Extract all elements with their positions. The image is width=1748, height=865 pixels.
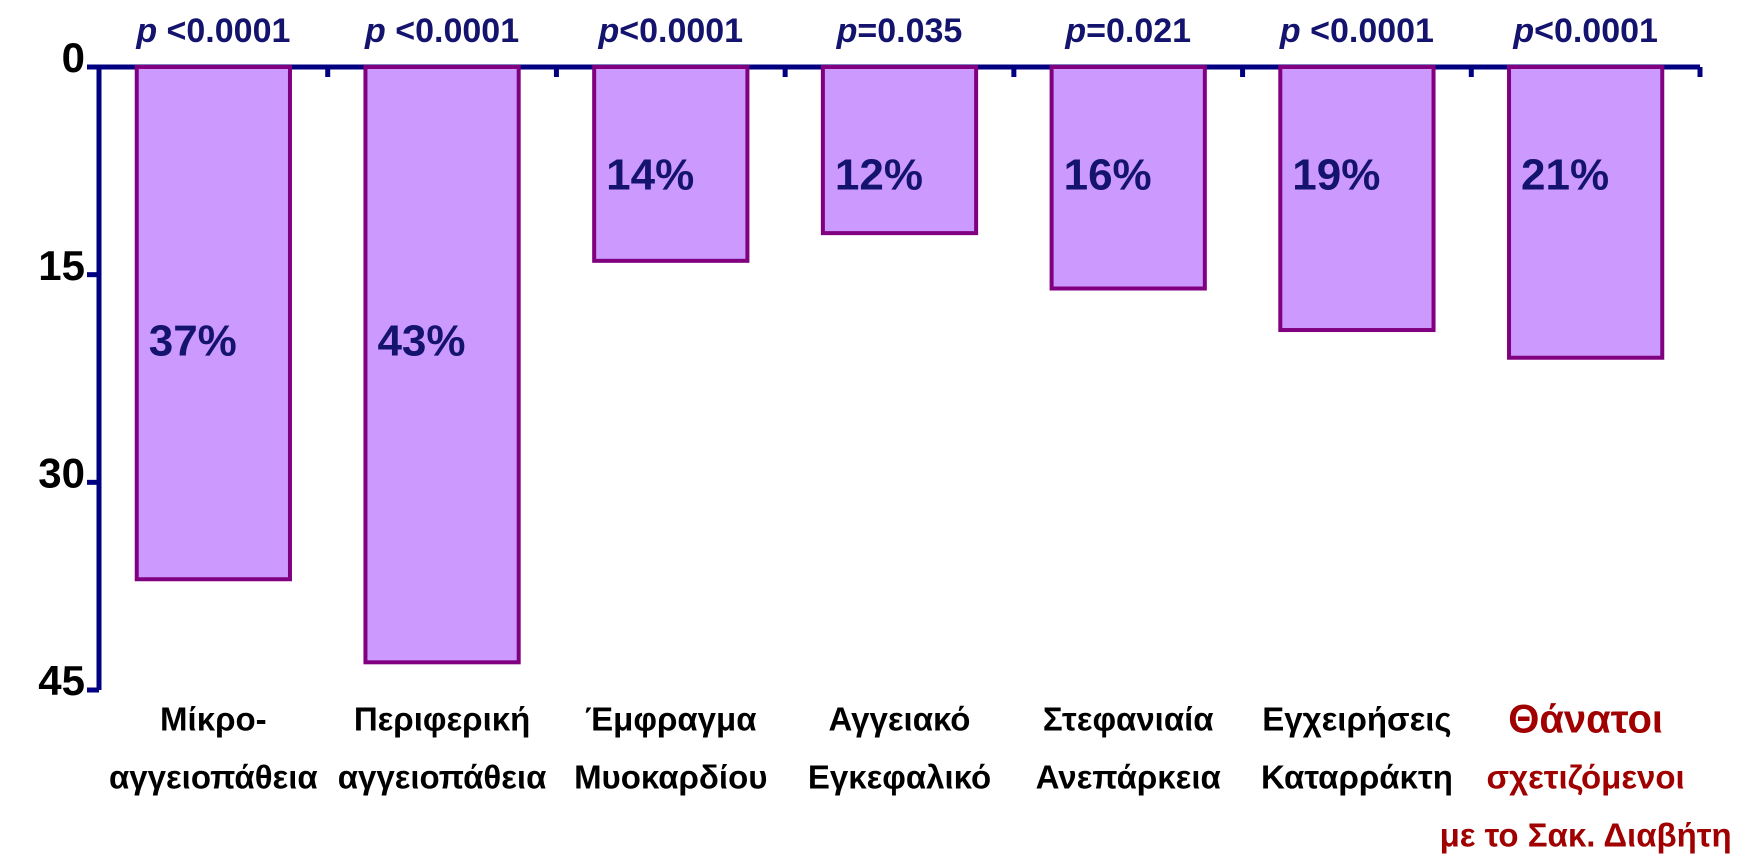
annotation-text: =0.021: [1086, 12, 1191, 50]
annotation-symbol: p: [364, 12, 386, 50]
annotation: p <0.0001: [1279, 12, 1434, 50]
y-tick-label: 30: [38, 449, 85, 496]
bar: [134, 65, 292, 582]
y-tick-label: 15: [38, 242, 85, 289]
value-label: 14%: [606, 150, 694, 199]
x-tick-label: Περιφερική: [354, 701, 531, 738]
annotation-symbol: p: [836, 12, 858, 50]
x-tick-label: με το Σακ. Διαβήτη: [1440, 817, 1732, 854]
x-tick-label: Εγχειρήσεις: [1262, 701, 1451, 738]
annotation-symbol: p: [135, 12, 157, 50]
value-label: 16%: [1064, 150, 1152, 199]
y-tick-label: 0: [62, 34, 85, 81]
annotation-symbol: p: [1064, 12, 1086, 50]
annotation-text: <0.0001: [1301, 12, 1434, 50]
bar: [1049, 65, 1207, 291]
x-tick-label: Θάνατοι: [1508, 698, 1663, 742]
x-tick-label: Μίκρο-: [160, 701, 267, 738]
annotation: p <0.0001: [135, 12, 290, 50]
x-tick-label: Μυοκαρδίου: [574, 759, 767, 796]
value-label: 21%: [1521, 150, 1609, 199]
x-tick-label: Ανεπάρκεια: [1036, 759, 1221, 796]
value-label: 19%: [1292, 150, 1380, 199]
annotation-text: =0.035: [857, 12, 962, 50]
x-tick-label: αγγειοπάθεια: [338, 759, 547, 796]
bar: [1507, 65, 1665, 360]
x-tick-label: Αγγειακό: [829, 701, 971, 738]
x-tick-label: αγγειοπάθεια: [109, 759, 318, 796]
annotation-symbol: p: [1279, 12, 1301, 50]
annotation: p=0.021: [1064, 12, 1191, 50]
annotation: p<0.0001: [1512, 12, 1658, 50]
annotation-text: <0.0001: [157, 12, 290, 50]
bar: [820, 65, 979, 236]
annotation-text: <0.0001: [619, 12, 743, 50]
x-tick-label: Έμφραγμα: [585, 701, 756, 738]
annotation-symbol: p: [597, 12, 619, 50]
annotation: p <0.0001: [364, 12, 519, 50]
y-tick-label: 45: [38, 657, 85, 704]
bar: [592, 65, 750, 263]
x-tick-label: σχετιζόμενοι: [1487, 759, 1685, 796]
value-label: 12%: [835, 150, 923, 199]
bar: [1278, 65, 1436, 333]
bar: [363, 65, 521, 665]
annotation-text: <0.0001: [1534, 12, 1658, 50]
x-tick-label: Καταρράκτη: [1261, 759, 1453, 796]
value-label: 43%: [377, 317, 465, 366]
annotation: p=0.035: [836, 12, 963, 50]
annotation: p<0.0001: [597, 12, 743, 50]
annotation-symbol: p: [1512, 12, 1534, 50]
x-tick-label: Στεφανιαία: [1043, 701, 1214, 738]
x-tick-label: Εγκεφαλικό: [808, 759, 991, 796]
value-label: 37%: [149, 317, 237, 366]
annotation-text: <0.0001: [386, 12, 519, 50]
